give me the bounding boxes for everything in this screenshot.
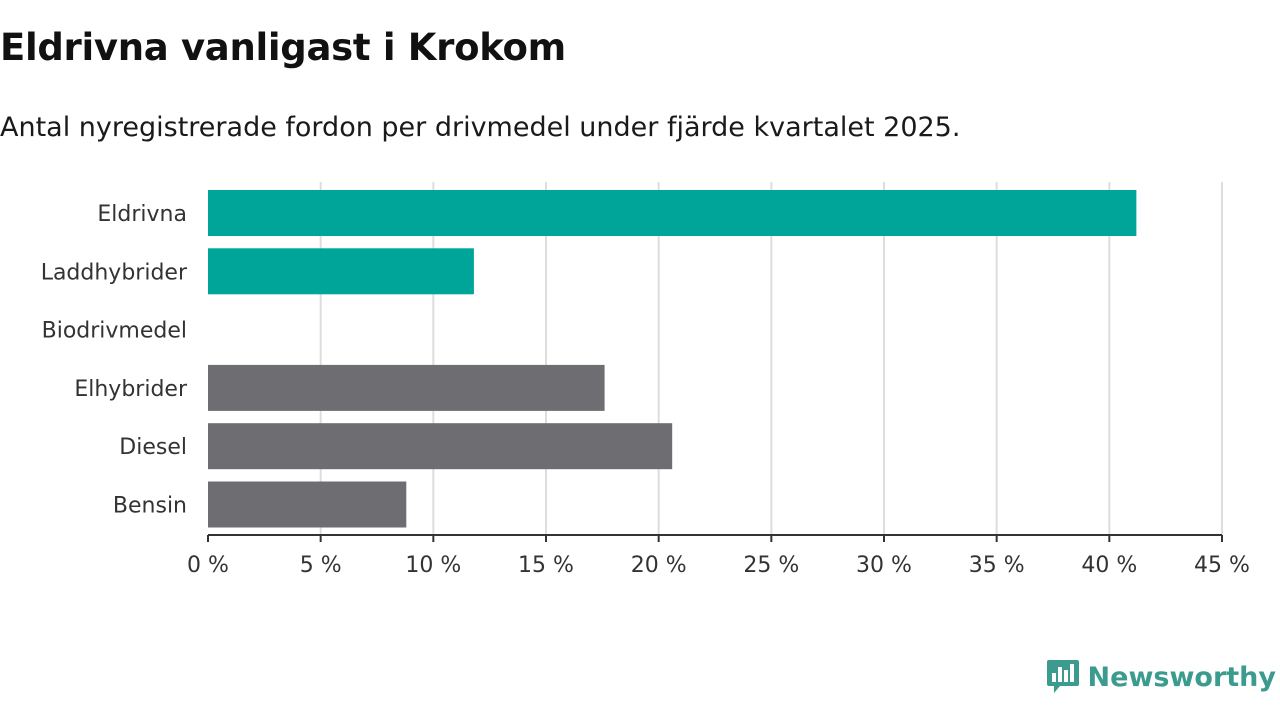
category-label: Biodrivmedel	[42, 319, 187, 344]
category-label: Diesel	[119, 435, 187, 460]
x-tick-label: 35 %	[969, 553, 1025, 578]
bar-bensin	[208, 481, 407, 528]
x-tick-label: 40 %	[1081, 553, 1137, 578]
chart-subtitle: Antal nyregistrerade fordon per drivmede…	[0, 112, 961, 143]
x-tick-label: 0 %	[187, 553, 229, 578]
x-tick-label: 5 %	[300, 553, 342, 578]
x-tick-label: 10 %	[405, 553, 461, 578]
category-label: Elhybrider	[74, 377, 188, 402]
newsworthy-logo: Newsworthy	[1046, 658, 1276, 696]
x-tick-label: 20 %	[631, 553, 687, 578]
category-label: Eldrivna	[97, 202, 187, 227]
x-tick-label: 45 %	[1194, 553, 1250, 578]
x-tick-label: 25 %	[743, 553, 799, 578]
x-tick-label: 15 %	[518, 553, 574, 578]
bar-eldrivna	[208, 190, 1137, 236]
chart-title: Eldrivna vanligast i Krokom	[0, 26, 566, 69]
x-tick-label: 30 %	[856, 553, 912, 578]
category-label: Bensin	[113, 494, 187, 519]
bar-elhybrider	[208, 364, 605, 411]
category-label: Laddhybrider	[41, 260, 188, 285]
newsworthy-logo-icon	[1046, 660, 1079, 693]
bar-diesel	[208, 423, 673, 470]
bar-laddhybrider	[208, 248, 474, 295]
newsworthy-logo-text: Newsworthy	[1087, 661, 1276, 693]
